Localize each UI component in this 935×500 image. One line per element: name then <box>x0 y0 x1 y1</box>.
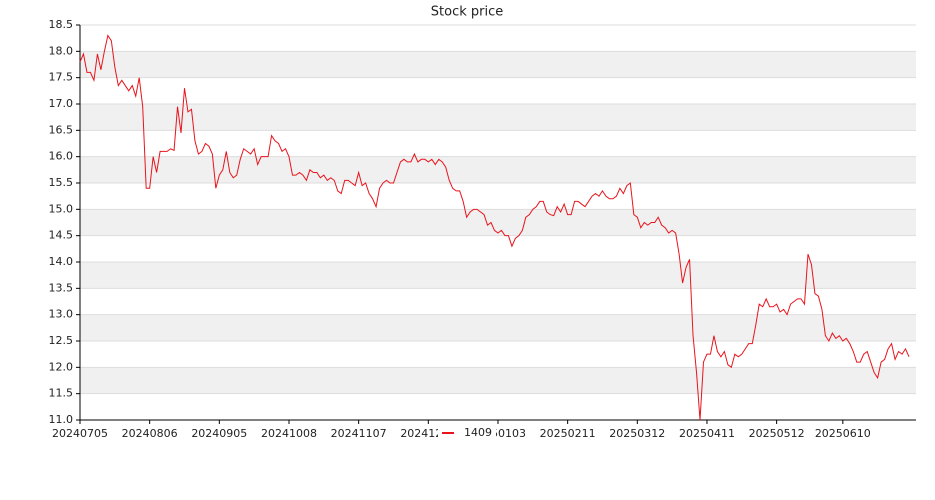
y-tick-label: 13.0 <box>49 308 74 321</box>
x-tick-label: 20240905 <box>191 427 247 440</box>
x-tick-label: 20250610 <box>815 427 871 440</box>
y-tick-label: 14.0 <box>49 255 74 268</box>
y-tick-label: 17.0 <box>49 97 74 110</box>
y-tick-label: 18.5 <box>49 18 74 31</box>
x-tick-label: 20250512 <box>749 427 805 440</box>
x-tick-label: 20250312 <box>609 427 665 440</box>
y-tick-label: 15.5 <box>49 176 74 189</box>
x-tick-label: 20241008 <box>261 427 317 440</box>
grid-band <box>80 209 916 236</box>
x-tick-label: 20241107 <box>331 427 387 440</box>
legend-box <box>438 424 496 442</box>
y-tick-label: 18.0 <box>49 44 74 57</box>
grid-band <box>80 314 916 341</box>
y-tick-label: 16.5 <box>49 123 74 136</box>
x-tick-label: 20250211 <box>540 427 596 440</box>
y-tick-label: 11.5 <box>49 387 74 400</box>
y-tick-label: 17.5 <box>49 71 74 84</box>
y-tick-label: 16.0 <box>49 150 74 163</box>
legend-label: 1409 <box>464 426 492 439</box>
x-tick-label: 20250411 <box>679 427 735 440</box>
grid-band <box>80 156 916 183</box>
grid-band <box>80 367 916 394</box>
y-tick-label: 13.5 <box>49 281 74 294</box>
grid-band <box>80 51 916 78</box>
y-tick-label: 12.0 <box>49 360 74 373</box>
y-tick-label: 11.0 <box>49 413 74 426</box>
x-tick-label: 20240806 <box>122 427 178 440</box>
chart-title: Stock price <box>431 5 503 20</box>
price-line <box>79 34 910 421</box>
y-tick-label: 12.5 <box>49 334 74 347</box>
y-tick-label: 14.5 <box>49 229 74 242</box>
grid-band <box>80 104 916 131</box>
x-tick-label: 20240705 <box>52 427 108 440</box>
y-tick-label: 15.0 <box>49 202 74 215</box>
grid-band <box>80 262 916 289</box>
